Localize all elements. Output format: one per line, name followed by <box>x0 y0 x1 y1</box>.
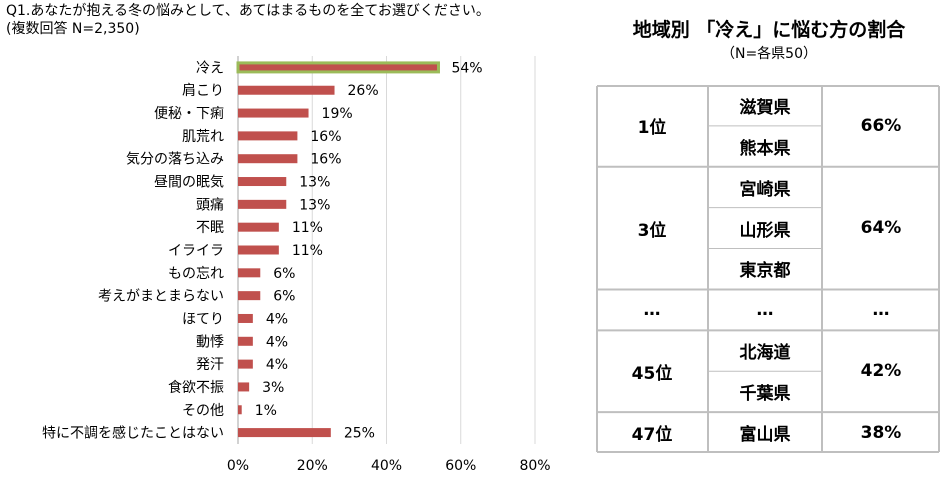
category-label: 動悸 <box>196 334 224 350</box>
percent-cell: 66% <box>860 115 902 136</box>
prefecture-cell: 富山県 <box>739 425 791 446</box>
bar <box>238 222 279 232</box>
data-label: 4% <box>266 334 288 350</box>
data-label: 16% <box>310 152 341 168</box>
prefecture-cell: 北海道 <box>739 343 791 364</box>
bar <box>238 428 331 438</box>
prefecture-cell: 山形県 <box>739 220 791 241</box>
category-label: 肌荒れ <box>182 129 224 145</box>
x-tick-label: 60% <box>445 458 476 474</box>
category-label: イライラ <box>168 243 224 259</box>
x-tick-label: 20% <box>297 458 328 474</box>
category-label: 昼間の眠気 <box>154 175 224 191</box>
data-label: 4% <box>266 357 288 373</box>
data-label: 13% <box>299 197 330 213</box>
bar <box>238 131 298 141</box>
prefecture-cell: … <box>756 299 774 320</box>
category-label: 特に不調を感じたことはない <box>42 425 224 442</box>
x-tick-label: 80% <box>519 458 550 474</box>
data-label: 19% <box>322 106 353 122</box>
rank-cell: 3位 <box>637 220 667 241</box>
data-label: 6% <box>273 266 295 282</box>
bar <box>238 268 261 278</box>
bar-chart: 0% 20% 40% 60% 80% 冷え 54% 肩こり 26% 便秘・下痢 19% 肌荒れ 16% 気… <box>42 56 551 474</box>
data-label: 6% <box>273 289 295 305</box>
bar <box>238 336 253 346</box>
data-label: 13% <box>299 175 330 191</box>
rank-cell: 1位 <box>637 118 667 139</box>
prefecture-cell: 熊本県 <box>739 138 791 159</box>
category-label: 考えがまとまらない <box>98 289 224 305</box>
data-label: 11% <box>292 243 323 259</box>
category-label: 食欲不振 <box>168 379 224 396</box>
bar <box>238 199 287 209</box>
table-title: 地域別 「冷え」に悩む方の割合 <box>632 19 906 41</box>
category-label: 気分の落ち込み <box>126 152 224 168</box>
bar <box>236 61 440 74</box>
bar <box>238 313 253 323</box>
bar <box>238 154 298 164</box>
category-label: もの忘れ <box>168 266 224 282</box>
bar <box>238 245 279 255</box>
category-label: 不眠 <box>196 220 224 236</box>
data-label: 25% <box>344 426 375 442</box>
percent-cell: 38% <box>860 422 902 443</box>
bar <box>238 177 287 187</box>
x-tick-label: 40% <box>371 458 402 474</box>
bar <box>238 405 242 415</box>
table-subtitle: （N=各県50） <box>720 46 818 62</box>
x-tick-label: 0% <box>227 458 249 474</box>
category-label: 発汗 <box>196 357 224 373</box>
prefecture-cell: 東京都 <box>739 261 791 282</box>
category-label: 頭痛 <box>196 196 224 213</box>
bar <box>238 291 261 301</box>
prefecture-cell: 千葉県 <box>739 384 791 405</box>
data-label: 11% <box>292 220 323 236</box>
bar <box>238 382 250 392</box>
percent-cell: 42% <box>860 361 902 382</box>
prefecture-cell: 滋賀県 <box>739 97 791 118</box>
rank-cell: 45位 <box>631 363 673 384</box>
category-label: その他 <box>182 403 224 419</box>
percent-cell: … <box>872 299 890 320</box>
category-label: 便秘・下痢 <box>154 106 224 122</box>
question-title: Q1.あなたが抱える冬の悩みとして、あてはまるものを全てお選びください。 <box>6 3 490 19</box>
bar <box>238 85 335 95</box>
percent-cell: 64% <box>860 218 902 239</box>
data-label: 26% <box>348 83 379 99</box>
data-label: 54% <box>451 60 482 76</box>
category-label: 肩こり <box>182 83 224 99</box>
category-label: ほてり <box>182 311 224 327</box>
bar <box>238 108 309 118</box>
rank-cell: 47位 <box>631 425 673 446</box>
category-label: 冷え <box>196 60 224 76</box>
bar <box>238 359 253 369</box>
prefecture-cell: 宮崎県 <box>739 179 791 200</box>
data-label: 3% <box>262 380 284 396</box>
table-grid <box>596 85 940 453</box>
data-label: 1% <box>255 403 277 419</box>
question-subtitle: (複数回答 N=2,350) <box>6 21 140 37</box>
data-label: 4% <box>266 311 288 327</box>
ranking-table: 1位 66% 滋賀県熊本県 3位 64% 宮崎県山形県東京都 … … … 45位 42% 北海道千葉県… <box>596 85 940 453</box>
data-label: 16% <box>310 129 341 145</box>
rank-cell: … <box>643 299 661 320</box>
